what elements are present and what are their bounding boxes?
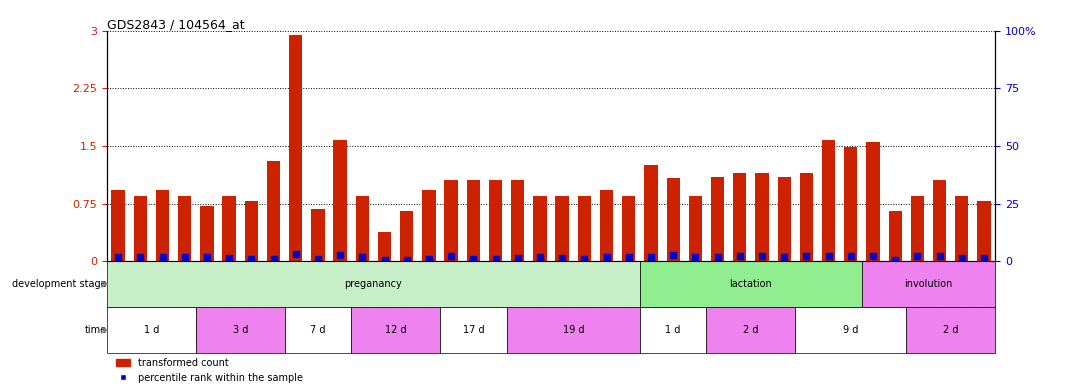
Bar [977, 201, 991, 261]
Bar [667, 178, 679, 261]
Bar [799, 173, 813, 261]
Text: 7 d: 7 d [310, 325, 325, 335]
FancyBboxPatch shape [107, 307, 196, 353]
FancyBboxPatch shape [440, 307, 507, 353]
Bar [911, 196, 924, 261]
Text: preganancy: preganancy [345, 279, 402, 289]
Bar [644, 165, 658, 261]
Text: time: time [85, 325, 107, 335]
Bar [289, 35, 303, 261]
FancyBboxPatch shape [862, 261, 995, 307]
FancyBboxPatch shape [351, 307, 440, 353]
Bar [822, 140, 836, 261]
Bar [755, 173, 768, 261]
Text: development stage: development stage [13, 279, 107, 289]
Bar [334, 140, 347, 261]
Bar [156, 190, 169, 261]
Bar [733, 173, 747, 261]
Bar [867, 142, 880, 261]
Bar [933, 180, 946, 261]
Text: 1 d: 1 d [666, 325, 681, 335]
Text: lactation: lactation [730, 279, 773, 289]
Legend: transformed count, percentile rank within the sample: transformed count, percentile rank withi… [112, 354, 307, 384]
Bar [710, 177, 724, 261]
Bar [467, 180, 480, 261]
Bar [111, 190, 125, 261]
Text: 12 d: 12 d [385, 325, 407, 335]
Bar [888, 211, 902, 261]
Bar [578, 196, 591, 261]
FancyBboxPatch shape [507, 307, 640, 353]
Bar [600, 190, 613, 261]
Bar [444, 180, 458, 261]
Bar [778, 177, 791, 261]
Bar [489, 180, 502, 261]
FancyBboxPatch shape [795, 307, 906, 353]
Text: 1 d: 1 d [143, 325, 159, 335]
Bar [622, 196, 636, 261]
Bar [533, 196, 547, 261]
Text: 9 d: 9 d [843, 325, 858, 335]
Text: 19 d: 19 d [563, 325, 584, 335]
Bar [200, 206, 214, 261]
FancyBboxPatch shape [107, 261, 640, 307]
Bar [400, 211, 413, 261]
Text: 2 d: 2 d [943, 325, 959, 335]
Text: GDS2843 / 104564_at: GDS2843 / 104564_at [107, 18, 245, 31]
Text: 2 d: 2 d [744, 325, 759, 335]
FancyBboxPatch shape [640, 261, 862, 307]
Bar [956, 196, 968, 261]
Bar [311, 209, 324, 261]
Bar [355, 196, 369, 261]
Bar [266, 161, 280, 261]
Bar [844, 147, 857, 261]
Bar [689, 196, 702, 261]
Text: 3 d: 3 d [232, 325, 248, 335]
Bar [223, 196, 235, 261]
FancyBboxPatch shape [640, 307, 706, 353]
Bar [555, 196, 569, 261]
FancyBboxPatch shape [196, 307, 285, 353]
FancyBboxPatch shape [285, 307, 351, 353]
FancyBboxPatch shape [906, 307, 995, 353]
Bar [134, 196, 147, 261]
Bar [178, 196, 192, 261]
FancyBboxPatch shape [706, 307, 795, 353]
Bar [511, 180, 524, 261]
Bar [245, 201, 258, 261]
Bar [378, 232, 392, 261]
Text: 17 d: 17 d [462, 325, 484, 335]
Bar [423, 190, 435, 261]
Text: involution: involution [904, 279, 952, 289]
